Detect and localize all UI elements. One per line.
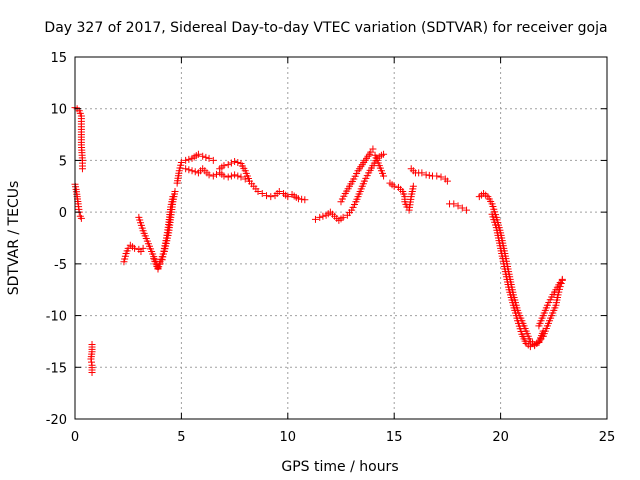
data-point xyxy=(231,171,239,179)
data-point xyxy=(380,172,388,180)
data-point xyxy=(454,202,462,210)
x-tick-label: 20 xyxy=(492,430,509,445)
x-axis-label: GPS time / hours xyxy=(281,459,398,475)
x-tick-label: 25 xyxy=(599,430,616,445)
y-tick-label: 5 xyxy=(59,154,67,169)
data-point xyxy=(194,150,202,158)
data-point xyxy=(284,193,292,201)
data-point xyxy=(188,167,196,175)
data-point xyxy=(78,165,86,173)
data-point xyxy=(220,172,228,180)
data-point xyxy=(298,195,306,203)
data-point xyxy=(88,368,96,376)
data-point xyxy=(220,162,228,170)
data-point xyxy=(224,161,232,169)
grid xyxy=(75,57,607,419)
data-point xyxy=(87,358,95,366)
data-point xyxy=(227,172,235,180)
data-point xyxy=(319,212,327,220)
data-point xyxy=(139,244,147,252)
x-tick-label: 0 xyxy=(71,430,79,445)
data-point xyxy=(199,152,207,160)
data-point xyxy=(258,190,266,198)
x-tick-label: 5 xyxy=(177,430,185,445)
data-point xyxy=(422,171,430,179)
data-point xyxy=(558,276,566,284)
data-point xyxy=(418,169,426,177)
data-markers xyxy=(71,104,566,376)
data-point xyxy=(234,158,242,166)
y-tick-label: -15 xyxy=(46,361,67,376)
data-point xyxy=(425,171,433,179)
y-axis-label: SDTVAR / TECUs xyxy=(6,181,22,296)
data-point xyxy=(191,168,199,176)
data-point xyxy=(433,172,441,180)
x-tick-label: 10 xyxy=(280,430,297,445)
data-point xyxy=(205,154,213,162)
data-point xyxy=(185,166,193,174)
data-point xyxy=(380,150,388,158)
data-point xyxy=(182,156,190,164)
x-tick-label: 15 xyxy=(386,430,403,445)
data-point xyxy=(237,173,245,181)
data-point xyxy=(234,172,242,180)
data-point xyxy=(263,192,271,200)
plot-frame xyxy=(74,56,608,420)
data-point xyxy=(557,280,565,288)
data-point xyxy=(205,171,213,179)
data-point xyxy=(458,204,466,212)
data-point xyxy=(301,196,309,204)
data-point xyxy=(311,215,319,223)
y-tick-label: -20 xyxy=(46,413,67,428)
data-point xyxy=(450,200,458,208)
data-point xyxy=(177,158,185,166)
y-tick-label: 15 xyxy=(50,51,67,66)
y-tick-label: 10 xyxy=(50,103,67,118)
data-point xyxy=(209,156,217,164)
data-point xyxy=(185,155,193,163)
data-point xyxy=(171,187,179,195)
data-point xyxy=(443,177,451,185)
data-point xyxy=(275,187,283,195)
data-point xyxy=(202,153,210,161)
y-tick-label: -10 xyxy=(46,310,67,325)
data-point xyxy=(182,165,190,173)
data-point xyxy=(463,206,471,214)
data-point xyxy=(369,145,377,153)
data-point xyxy=(409,182,417,190)
data-point xyxy=(267,193,275,201)
data-point xyxy=(556,283,564,291)
data-point xyxy=(224,173,232,181)
data-point xyxy=(526,343,534,351)
data-point xyxy=(294,195,302,203)
data-point xyxy=(131,244,139,252)
data-point xyxy=(390,182,398,190)
data-point xyxy=(231,157,239,165)
data-point xyxy=(254,187,262,195)
data-point xyxy=(437,173,445,181)
data-point xyxy=(339,213,347,221)
data-point xyxy=(227,159,235,167)
y-tick-label: 0 xyxy=(59,206,67,221)
y-tick-label: -5 xyxy=(54,258,67,273)
data-point xyxy=(87,355,95,363)
y-axis-ticks: 15 10 5 0 -5 -10 -15 -20 xyxy=(46,51,607,428)
data-point xyxy=(77,214,85,222)
data-point xyxy=(316,213,324,221)
data-point xyxy=(209,172,217,180)
chart-title: Day 327 of 2017, Sidereal Day-to-day VTE… xyxy=(44,20,607,36)
x-axis-ticks: 0 5 10 15 20 25 xyxy=(71,57,615,445)
